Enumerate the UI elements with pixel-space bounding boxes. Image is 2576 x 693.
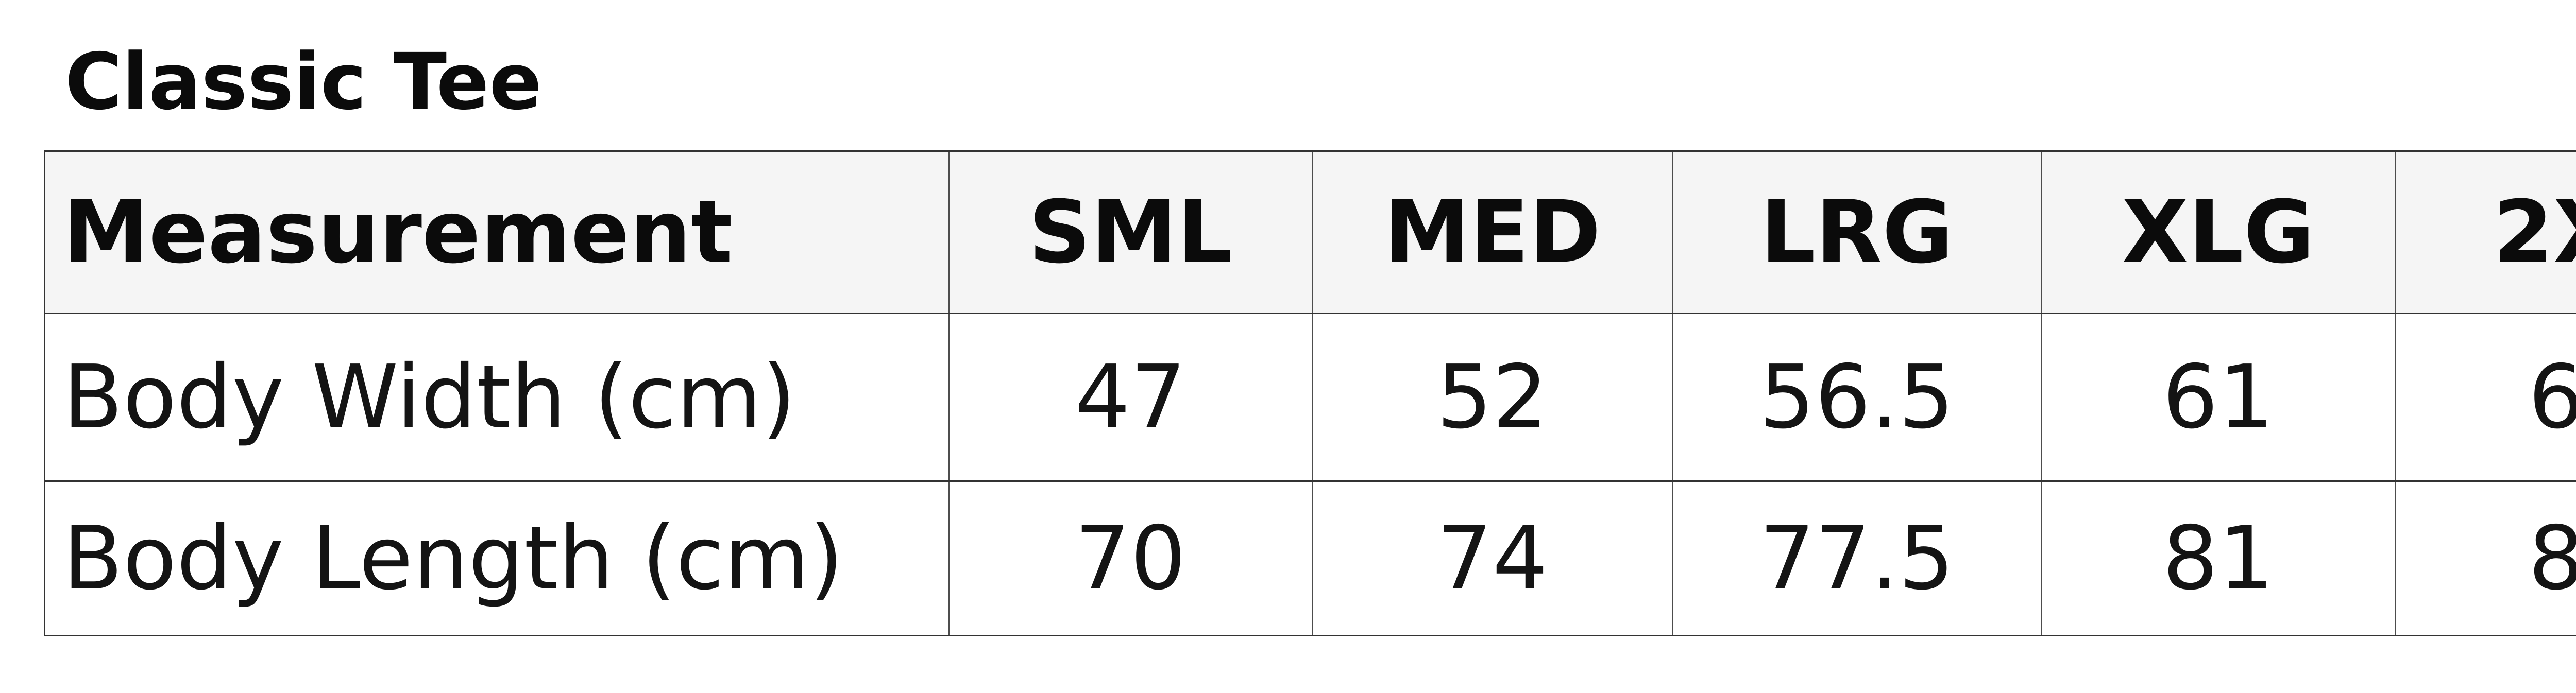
- table-row-body-width: Body Width (cm) 47 52 56.5 61 64 68: [44, 313, 2576, 482]
- cell-body-width-2xl: 64: [2395, 313, 2576, 482]
- page-title: Classic Tee: [65, 37, 542, 127]
- column-header-measurement: Measurement: [44, 150, 950, 314]
- table-row-body-length: Body Length (cm) 70 74 77.5 81 84 87: [44, 480, 2576, 636]
- row-label-body-length: Body Length (cm): [44, 480, 950, 636]
- cell-body-length-2xl: 84: [2395, 480, 2576, 636]
- column-header-2xl: 2XL: [2395, 150, 2576, 314]
- column-header-lrg: LRG: [1672, 150, 2042, 314]
- cell-body-width-med: 52: [1311, 313, 1673, 482]
- cell-body-length-sml: 70: [948, 480, 1313, 636]
- cell-body-width-lrg: 56.5: [1672, 313, 2042, 482]
- cell-body-length-xlg: 81: [2040, 480, 2396, 636]
- column-header-med: MED: [1311, 150, 1673, 314]
- cell-body-length-med: 74: [1311, 480, 1673, 636]
- cell-body-width-sml: 47: [948, 313, 1313, 482]
- row-label-body-width: Body Width (cm): [44, 313, 950, 482]
- column-header-sml: SML: [948, 150, 1313, 314]
- cell-body-width-xlg: 61: [2040, 313, 2396, 482]
- size-chart-table: Measurement SML MED LRG XLG 2XL 3XL Body…: [44, 150, 2576, 636]
- cell-body-length-lrg: 77.5: [1672, 480, 2042, 636]
- column-header-xlg: XLG: [2040, 150, 2396, 314]
- header-row: Measurement SML MED LRG XLG 2XL 3XL: [44, 150, 2576, 314]
